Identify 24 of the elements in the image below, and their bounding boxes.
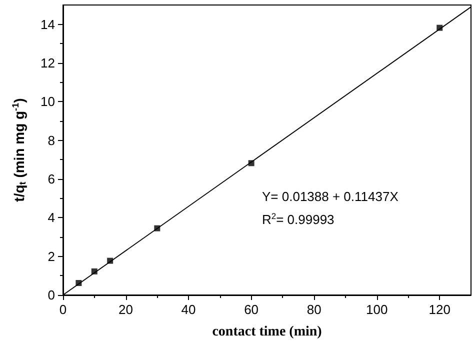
point (107, 258, 114, 264)
y-tick-label: 4 (48, 210, 55, 226)
point (436, 24, 443, 31)
y-tick-label: 10 (40, 94, 55, 110)
x-tick-label: 20 (118, 302, 134, 317)
point (76, 280, 82, 286)
y-tick-label: 14 (40, 16, 55, 32)
annotation: Y= 0.01388 + 0.11437X (262, 189, 399, 204)
y-tick-label: 0 (48, 288, 55, 302)
point (154, 225, 160, 232)
x-tick-label: 80 (306, 302, 322, 317)
y-tick-label: 2 (48, 248, 55, 264)
x-tick-label: 0 (59, 302, 67, 317)
point (91, 268, 98, 274)
y-tick-label: 8 (48, 132, 55, 148)
x-tick-label: 60 (244, 302, 259, 317)
y-tick-label: 6 (48, 172, 55, 186)
y-axis-title: t/qt (min mg g-1) (10, 98, 28, 202)
point (248, 160, 254, 166)
x-tick-label: 100 (366, 302, 388, 317)
x-axis-title: contact time (min) (212, 324, 322, 340)
y-tick-label: 12 (40, 56, 55, 70)
x-tick-label: 40 (181, 302, 196, 317)
x-tick-label: 120 (428, 302, 450, 317)
